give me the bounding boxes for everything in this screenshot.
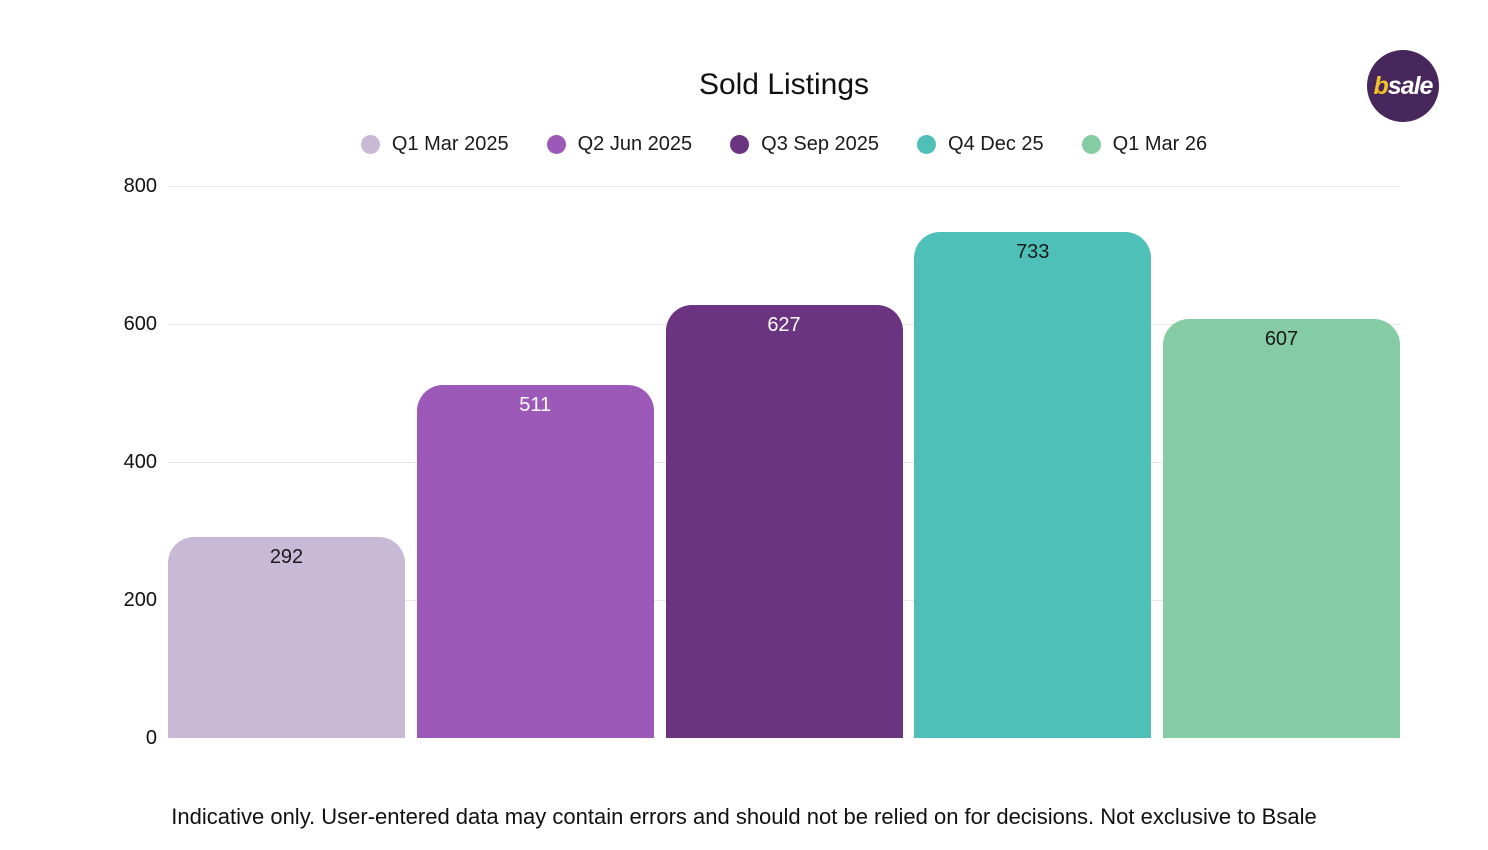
legend-item[interactable]: Q3 Sep 2025 bbox=[730, 133, 879, 156]
bars-container: 292 511 627 733 607 bbox=[168, 186, 1400, 738]
bar-chart: 0 200 400 600 800 292 511 627 733 607 bbox=[100, 175, 1410, 766]
legend-label: Q1 Mar 26 bbox=[1112, 133, 1208, 155]
legend-item[interactable]: Q1 Mar 2025 bbox=[360, 133, 509, 156]
legend-dot-icon bbox=[546, 135, 566, 154]
bar-q1-mar-2025[interactable]: 292 bbox=[168, 537, 405, 738]
bsale-logo-sale: sale bbox=[1387, 71, 1434, 100]
title-container: Sold Listings bbox=[168, 68, 1400, 102]
legend-dot-icon bbox=[730, 135, 750, 154]
bar-q3-sep-2025[interactable]: 627 bbox=[665, 305, 903, 738]
legend-dot-icon bbox=[917, 135, 937, 154]
bsale-logo: b sale bbox=[1367, 50, 1439, 122]
bar-value-label: 627 bbox=[767, 314, 801, 336]
disclaimer-text: Indicative only. User-entered data may c… bbox=[171, 804, 1317, 829]
bar-value-label: 511 bbox=[519, 394, 552, 416]
legend-item[interactable]: Q4 Dec 25 bbox=[917, 133, 1044, 156]
legend-label: Q2 Jun 2025 bbox=[577, 133, 693, 155]
legend-item[interactable]: Q1 Mar 26 bbox=[1081, 133, 1208, 156]
y-axis-tick-label: 400 bbox=[123, 451, 157, 473]
legend-label: Q1 Mar 2025 bbox=[391, 133, 509, 155]
y-axis-tick-label: 200 bbox=[123, 589, 157, 611]
y-axis-tick-label: 0 bbox=[145, 727, 157, 749]
bsale-logo-b: b bbox=[1373, 71, 1389, 100]
y-axis-tick-label: 800 bbox=[123, 175, 157, 197]
legend-item[interactable]: Q2 Jun 2025 bbox=[546, 133, 693, 156]
legend-label: Q4 Dec 25 bbox=[948, 133, 1044, 155]
legend-dot-icon bbox=[1081, 135, 1101, 154]
bar-value-label: 292 bbox=[269, 546, 304, 568]
bar-q1-mar-26[interactable]: 607 bbox=[1163, 319, 1400, 738]
legend-label: Q3 Sep 2025 bbox=[761, 133, 880, 155]
y-axis: 0 200 400 600 800 bbox=[100, 175, 157, 749]
legend-dot-icon bbox=[360, 135, 380, 154]
chart-legend: Q1 Mar 2025 Q2 Jun 2025 Q3 Sep 2025 Q4 Dec … bbox=[168, 133, 1400, 156]
y-axis-tick-label: 600 bbox=[123, 313, 157, 335]
bar-q4-dec-25[interactable]: 733 bbox=[914, 232, 1152, 738]
gridline bbox=[168, 186, 1400, 187]
bar-q2-jun-2025[interactable]: 511 bbox=[416, 385, 654, 738]
bar-value-label: 607 bbox=[1264, 328, 1299, 350]
plot-area: 292 511 627 733 607 bbox=[168, 186, 1400, 738]
chart-title: Sold Listings bbox=[698, 68, 870, 101]
bar-value-label: 733 bbox=[1016, 241, 1050, 263]
